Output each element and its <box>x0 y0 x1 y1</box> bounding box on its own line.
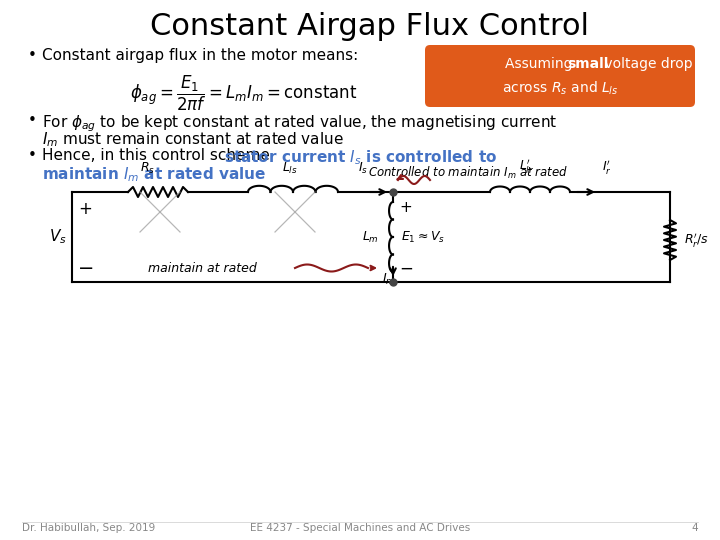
Text: $I_m$: $I_m$ <box>382 272 395 287</box>
Text: $I_r'$: $I_r'$ <box>602 158 612 176</box>
Text: +: + <box>399 200 412 215</box>
Text: across $R_s$ and $L_{ls}$: across $R_s$ and $L_{ls}$ <box>502 79 618 97</box>
Text: $L_{ls}$: $L_{ls}$ <box>282 161 298 176</box>
Text: $R_s$: $R_s$ <box>140 161 156 176</box>
Text: small: small <box>567 57 608 71</box>
Text: voltage drop: voltage drop <box>600 57 693 71</box>
Text: maintain $I_m$ at rated value: maintain $I_m$ at rated value <box>42 165 266 184</box>
Text: Dr. Habibullah, Sep. 2019: Dr. Habibullah, Sep. 2019 <box>22 523 156 533</box>
Text: Constant Airgap Flux Control: Constant Airgap Flux Control <box>150 12 590 41</box>
Text: Controlled to maintain $I_m$ at rated: Controlled to maintain $I_m$ at rated <box>368 165 568 181</box>
Text: stator current $I_s$ is controlled to: stator current $I_s$ is controlled to <box>224 148 498 167</box>
FancyBboxPatch shape <box>425 45 695 107</box>
Text: EE 4237 - Special Machines and AC Drives: EE 4237 - Special Machines and AC Drives <box>250 523 470 533</box>
Text: Hence, in this control scheme: Hence, in this control scheme <box>42 148 275 163</box>
Text: $L_m$: $L_m$ <box>362 230 379 245</box>
Text: •: • <box>28 148 37 163</box>
Text: $R_r'/s$: $R_r'/s$ <box>684 231 709 249</box>
Text: •: • <box>28 113 37 128</box>
Text: $\phi_{ag} = \dfrac{E_1}{2\pi f} = L_m I_m = \mathrm{constant}$: $\phi_{ag} = \dfrac{E_1}{2\pi f} = L_m I… <box>130 74 357 113</box>
Text: $E_1 \approx V_s$: $E_1 \approx V_s$ <box>401 230 445 245</box>
Text: Constant airgap flux in the motor means:: Constant airgap flux in the motor means: <box>42 48 359 63</box>
Text: $V_s$: $V_s$ <box>49 228 67 246</box>
Text: For $\phi_{ag}$ to be kept constant at rated value, the magnetising current: For $\phi_{ag}$ to be kept constant at r… <box>42 113 557 133</box>
Text: $I_m$ must remain constant at rated value: $I_m$ must remain constant at rated valu… <box>42 130 344 148</box>
Text: −: − <box>399 260 413 278</box>
Text: $L_{lr}'$: $L_{lr}'$ <box>519 158 535 176</box>
Text: maintain at rated: maintain at rated <box>148 261 257 274</box>
Text: 4: 4 <box>691 523 698 533</box>
Text: $I_s$: $I_s$ <box>358 161 368 176</box>
Text: •: • <box>28 48 37 63</box>
Text: Assuming: Assuming <box>505 57 577 71</box>
Text: −: − <box>78 259 94 278</box>
Text: +: + <box>78 200 92 218</box>
